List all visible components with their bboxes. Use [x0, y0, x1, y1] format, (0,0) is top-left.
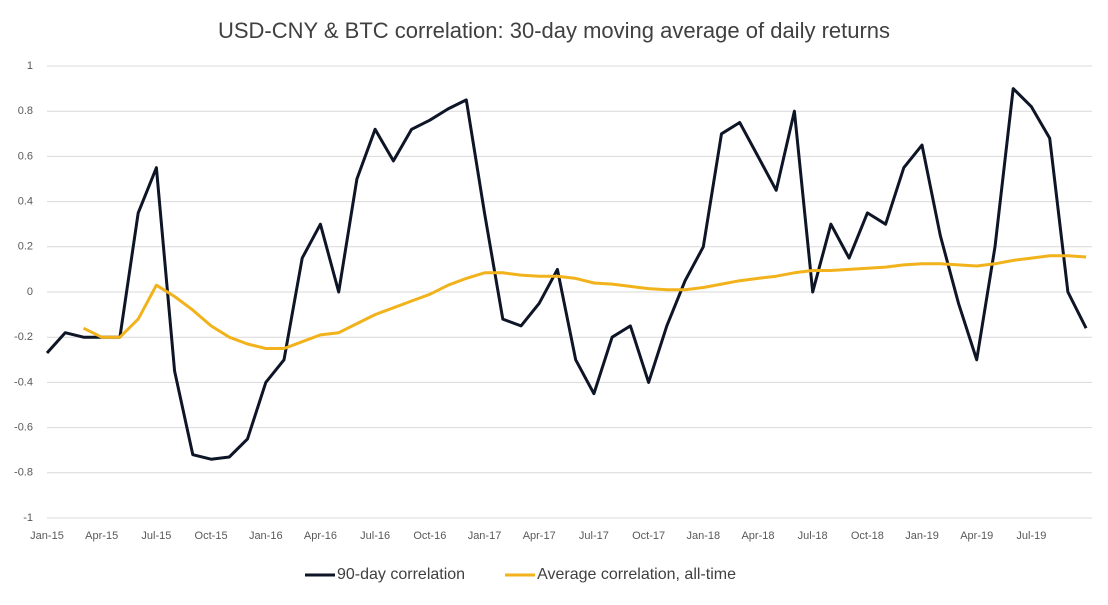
x-tick-label: Apr-16 — [304, 530, 337, 542]
x-tick-label: Oct-17 — [632, 530, 665, 542]
x-tick-label: Jul-18 — [798, 530, 828, 542]
x-tick-label: Oct-18 — [851, 530, 884, 542]
x-tick-label: Oct-15 — [195, 530, 228, 542]
y-tick-label: -0.6 — [14, 422, 33, 434]
x-tick-label: Apr-18 — [741, 530, 774, 542]
legend-label: 90-day correlation — [337, 566, 465, 583]
x-tick-label: Jan-15 — [30, 530, 64, 542]
y-tick-label: 0.8 — [18, 105, 33, 117]
data-line — [82, 254, 1087, 350]
x-tick-label: Jan-18 — [686, 530, 720, 542]
y-tick-label: 0.4 — [18, 196, 33, 208]
data-line — [45, 87, 1088, 461]
y-tick-label: 0.6 — [18, 150, 33, 162]
x-tick-label: Oct-16 — [413, 530, 446, 542]
y-tick-label: 0.2 — [18, 241, 33, 253]
x-tick-label: Jul-17 — [579, 530, 609, 542]
x-tick-label: Jan-17 — [468, 530, 502, 542]
y-tick-label: -0.8 — [14, 467, 33, 479]
x-tick-label: Apr-15 — [85, 530, 118, 542]
y-tick-label: -0.2 — [14, 331, 33, 343]
y-tick-label: 0 — [27, 286, 33, 298]
x-tick-label: Apr-19 — [960, 530, 993, 542]
legend-label: Average correlation, all-time — [537, 566, 736, 583]
y-tick-label: -0.4 — [14, 376, 33, 388]
x-tick-label: Jul-16 — [360, 530, 390, 542]
x-tick-label: Jul-15 — [141, 530, 171, 542]
x-tick-label: Jan-16 — [249, 530, 283, 542]
x-tick-label: Jul-19 — [1016, 530, 1046, 542]
x-tick-label: Apr-17 — [523, 530, 556, 542]
x-tick-label: Jan-19 — [905, 530, 939, 542]
chart-title: USD-CNY & BTC correlation: 30-day moving… — [218, 18, 890, 43]
y-tick-label: -1 — [23, 512, 33, 524]
y-tick-label: 1 — [27, 60, 33, 72]
